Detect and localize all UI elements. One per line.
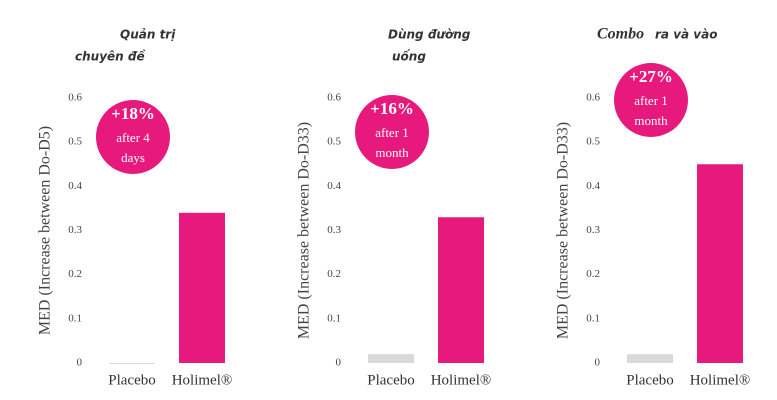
annotation-badge bbox=[96, 100, 170, 174]
y-axis-label: MED (Increase between Do-D33) bbox=[296, 122, 313, 339]
y-tick-label: 0.4 bbox=[327, 180, 341, 192]
annotation-text: after 1 bbox=[634, 93, 668, 108]
chart-title: chuyên đề bbox=[75, 50, 145, 64]
bar bbox=[627, 354, 673, 363]
x-tick-label: Placebo bbox=[626, 372, 673, 388]
y-tick-label: 0.1 bbox=[586, 312, 600, 324]
y-tick-label: 0 bbox=[77, 357, 83, 369]
annotation-badge bbox=[614, 63, 688, 137]
annotation-text: month bbox=[634, 113, 668, 128]
y-axis-label: MED (Increase between Do-D5) bbox=[37, 126, 54, 335]
y-tick-label: 0.5 bbox=[68, 136, 82, 148]
bar bbox=[697, 164, 743, 363]
y-tick-label: 0.2 bbox=[327, 268, 341, 280]
y-tick-label: 0.3 bbox=[68, 224, 82, 236]
y-tick-label: 0.2 bbox=[586, 268, 600, 280]
y-tick-label: 0.1 bbox=[327, 312, 341, 324]
annotation-text: +27% bbox=[629, 67, 673, 86]
y-tick-label: 0.6 bbox=[327, 92, 341, 104]
chart-title: Dùng đường bbox=[388, 28, 471, 42]
x-tick-label: Holimel® bbox=[431, 372, 492, 388]
y-tick-label: 0 bbox=[595, 357, 601, 369]
bar bbox=[368, 354, 414, 363]
y-tick-label: 0.3 bbox=[586, 224, 600, 236]
annotation-text: +16% bbox=[370, 99, 414, 118]
chart-title: Combo bbox=[597, 26, 644, 43]
annotation-text: days bbox=[121, 150, 145, 165]
bar bbox=[438, 217, 484, 363]
chart-title: uống bbox=[392, 50, 426, 64]
y-tick-label: 0.2 bbox=[68, 268, 82, 280]
annotation-text: after 4 bbox=[116, 130, 150, 145]
annotation-badge bbox=[355, 95, 429, 169]
annotation-text: after 1 bbox=[375, 125, 409, 140]
y-axis-label: MED (Increase between Do-D33) bbox=[555, 122, 572, 339]
annotation-text: +18% bbox=[111, 104, 155, 123]
annotation-text: month bbox=[375, 145, 409, 160]
y-tick-label: 0 bbox=[336, 357, 342, 369]
x-tick-label: Placebo bbox=[367, 372, 414, 388]
bar bbox=[109, 363, 155, 364]
y-tick-label: 0.1 bbox=[68, 312, 82, 324]
y-tick-label: 0.5 bbox=[586, 136, 600, 148]
y-tick-label: 0.4 bbox=[586, 180, 600, 192]
y-tick-label: 0.6 bbox=[586, 92, 600, 104]
x-tick-label: Holimel® bbox=[172, 372, 233, 388]
chart-title: ra và vào bbox=[655, 28, 717, 42]
y-tick-label: 0.3 bbox=[327, 224, 341, 236]
y-tick-label: 0.4 bbox=[68, 180, 82, 192]
y-tick-label: 0.5 bbox=[327, 136, 341, 148]
x-tick-label: Placebo bbox=[108, 372, 155, 388]
bar bbox=[179, 212, 225, 363]
chart-title: Quản trị bbox=[120, 28, 176, 42]
x-tick-label: Holimel® bbox=[690, 372, 751, 388]
y-tick-label: 0.6 bbox=[68, 92, 82, 104]
